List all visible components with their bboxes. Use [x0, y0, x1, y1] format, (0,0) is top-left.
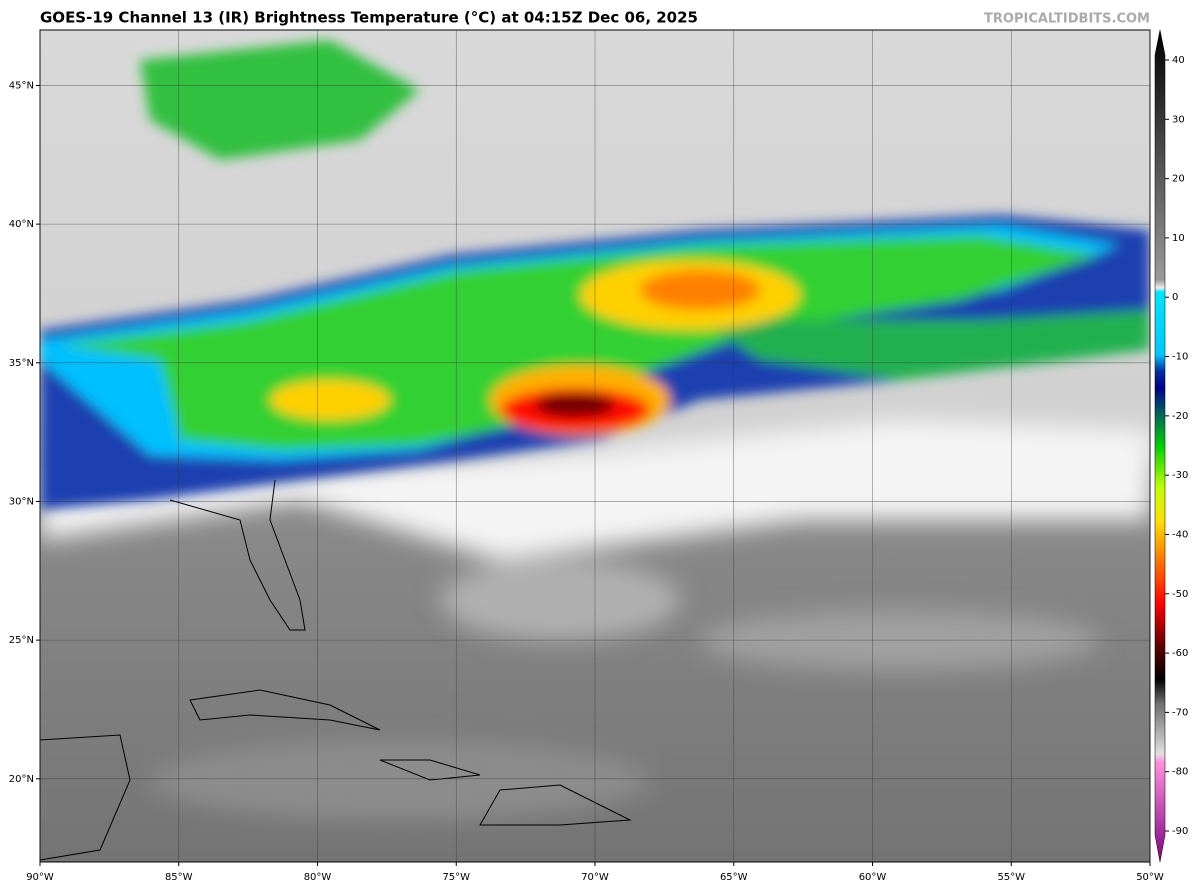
axes: 90°W 85°W 80°W 75°W 70°W 65°W 60°W 55°W 50°W 20°N… — [9, 30, 1188, 883]
lat-label: 35°N — [9, 358, 34, 369]
lon-label: 90°W — [26, 872, 54, 883]
lat-label: 45°N — [9, 80, 34, 91]
lat-label: 25°N — [9, 635, 34, 646]
colorbar-label: -50 — [1172, 589, 1188, 600]
colorbar-label: 20 — [1172, 174, 1185, 185]
lat-label: 30°N — [9, 496, 34, 507]
lon-label: 85°W — [165, 872, 193, 883]
title: GOES-19 Channel 13 (IR) Brightness Tempe… — [40, 9, 698, 27]
colorbar-label: -40 — [1172, 529, 1188, 540]
colorbar-label: 30 — [1172, 114, 1185, 125]
colorbar-label: 10 — [1172, 233, 1185, 244]
lon-label: 60°W — [859, 872, 887, 883]
colorbar-label: -10 — [1172, 352, 1188, 363]
lat-label: 40°N — [9, 219, 34, 230]
colorbar-label: -20 — [1172, 411, 1188, 422]
colorbar-label: -70 — [1172, 707, 1188, 718]
colorbar-label: 40 — [1172, 55, 1185, 66]
colorbar-label: -90 — [1172, 826, 1188, 837]
colorbar-label: -80 — [1172, 767, 1188, 778]
colorbar-label: -60 — [1172, 648, 1188, 659]
lat-label: 20°N — [9, 774, 34, 785]
colorbar-label: 0 — [1172, 292, 1178, 303]
lon-label: 75°W — [442, 872, 470, 883]
credit: TROPICALTIDBITS.COM — [984, 12, 1150, 27]
lon-label: 55°W — [997, 872, 1025, 883]
lon-label: 50°W — [1136, 872, 1164, 883]
colorbar-label: -30 — [1172, 470, 1188, 481]
lon-label: 70°W — [581, 872, 609, 883]
colorbar — [1154, 29, 1166, 863]
lon-label: 65°W — [720, 872, 748, 883]
lon-label: 80°W — [304, 872, 332, 883]
